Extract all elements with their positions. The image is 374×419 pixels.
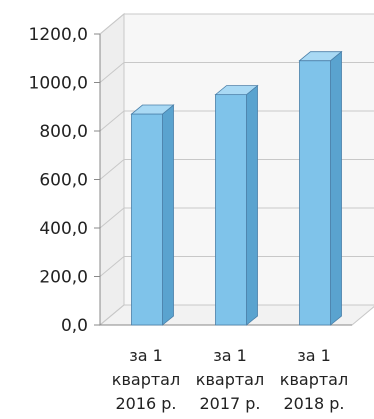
gridline	[99, 304, 374, 326]
y-tick-label: 400,0	[39, 219, 88, 239]
y-axis: 0,0 200,0 400,0 600,0 800,0 1000,0 1200,0	[29, 25, 352, 336]
gridline	[99, 110, 374, 132]
x-category-label-line: за 1	[297, 346, 331, 365]
x-category-label: за 1 квартал 2018 р.	[280, 346, 348, 413]
y-tick-label: 800,0	[39, 122, 88, 142]
bar	[130, 104, 175, 326]
gridlines	[99, 13, 374, 326]
bar	[298, 50, 343, 326]
gridline	[99, 207, 374, 229]
x-axis-labels: за 1 квартал 2016 р.за 1 квартал 2017 р.за 1…	[112, 346, 348, 413]
y-tick-label: 600,0	[39, 171, 88, 191]
gridline	[99, 159, 374, 180]
y-tick-label: 200,0	[39, 268, 88, 288]
x-category-label-line: 2016 р.	[115, 394, 176, 413]
x-category-label-line: квартал	[196, 370, 264, 389]
bar-top	[298, 51, 343, 62]
gridline	[99, 62, 374, 83]
y-tick-label: 1200,0	[29, 25, 88, 45]
gridline	[99, 13, 374, 35]
bar	[214, 84, 259, 326]
bar-front	[215, 94, 247, 326]
bar-side	[330, 50, 342, 326]
x-category-label-line: квартал	[112, 370, 180, 389]
y-tick-label: 0,0	[61, 316, 88, 336]
x-category-label: за 1 квартал 2016 р.	[112, 346, 180, 413]
x-category-label-line: квартал	[280, 370, 348, 389]
x-category-label-line: за 1	[129, 346, 163, 365]
gridline	[99, 256, 374, 277]
bar-top	[130, 104, 175, 115]
x-category-label-line: за 1	[213, 346, 247, 365]
bar-front	[131, 113, 163, 326]
bar-front	[299, 60, 331, 326]
bar-side	[162, 104, 174, 326]
bars	[130, 50, 343, 326]
x-category-label-line: 2017 р.	[199, 394, 260, 413]
bar-top	[214, 85, 259, 96]
x-category-label: за 1 квартал 2017 р.	[196, 346, 264, 413]
bar-side	[246, 84, 258, 326]
y-tick-label: 1000,0	[29, 74, 88, 94]
x-category-label-line: 2018 р.	[283, 394, 344, 413]
